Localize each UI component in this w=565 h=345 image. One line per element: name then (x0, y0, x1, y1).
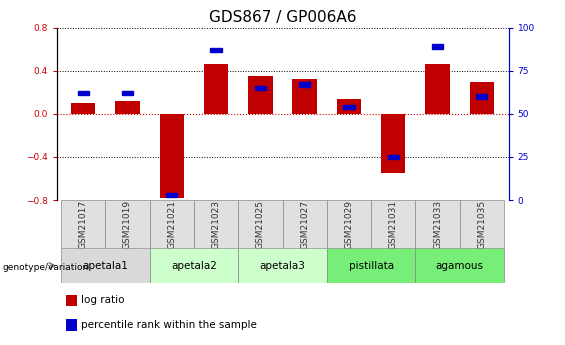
Bar (460, 200, 504, 248)
Bar (381, 114, 406, 173)
Bar (293, 79, 317, 114)
Bar (66, 319, 77, 331)
Bar (371, 200, 415, 248)
Text: apetala1: apetala1 (82, 261, 128, 270)
Bar (115, 101, 140, 114)
Bar (476, 95, 488, 99)
Bar (432, 45, 443, 49)
Text: GSM21033: GSM21033 (433, 200, 442, 249)
Bar (61, 200, 105, 248)
Bar (337, 99, 361, 114)
Bar (255, 86, 266, 90)
Text: GSM21017: GSM21017 (79, 200, 88, 249)
Text: apetala2: apetala2 (171, 261, 217, 270)
Bar (344, 105, 354, 109)
Bar (61, 248, 150, 283)
Text: agamous: agamous (436, 261, 484, 270)
Text: apetala3: apetala3 (259, 261, 306, 270)
Text: log ratio: log ratio (81, 295, 125, 305)
Bar (238, 248, 327, 283)
Text: GSM21025: GSM21025 (256, 200, 265, 249)
Bar (77, 91, 89, 95)
Bar (204, 64, 228, 114)
Text: GSM21019: GSM21019 (123, 200, 132, 249)
Bar (282, 200, 327, 248)
Text: pistillata: pistillata (349, 261, 394, 270)
Text: GSM21029: GSM21029 (345, 200, 354, 249)
Title: GDS867 / GP006A6: GDS867 / GP006A6 (208, 10, 357, 25)
Text: GSM21021: GSM21021 (167, 200, 176, 249)
Bar (415, 200, 460, 248)
Text: GSM21035: GSM21035 (477, 200, 486, 249)
Bar (470, 81, 494, 114)
Bar (299, 82, 310, 87)
Bar (211, 48, 221, 52)
Bar (150, 248, 238, 283)
Bar (166, 193, 177, 197)
Bar (415, 248, 504, 283)
Text: genotype/variation: genotype/variation (3, 263, 89, 272)
Bar (425, 64, 450, 114)
Bar (71, 103, 95, 114)
Bar (194, 200, 238, 248)
Bar (159, 114, 184, 198)
Bar (327, 200, 371, 248)
Bar (122, 91, 133, 95)
Bar (238, 200, 282, 248)
Bar (150, 200, 194, 248)
Bar (248, 76, 272, 114)
Bar (388, 155, 399, 159)
Text: GSM21031: GSM21031 (389, 200, 398, 249)
Text: GSM21023: GSM21023 (211, 200, 220, 249)
Text: percentile rank within the sample: percentile rank within the sample (81, 320, 257, 330)
Bar (66, 295, 77, 306)
Bar (105, 200, 150, 248)
Bar (327, 248, 415, 283)
Text: GSM21027: GSM21027 (300, 200, 309, 249)
